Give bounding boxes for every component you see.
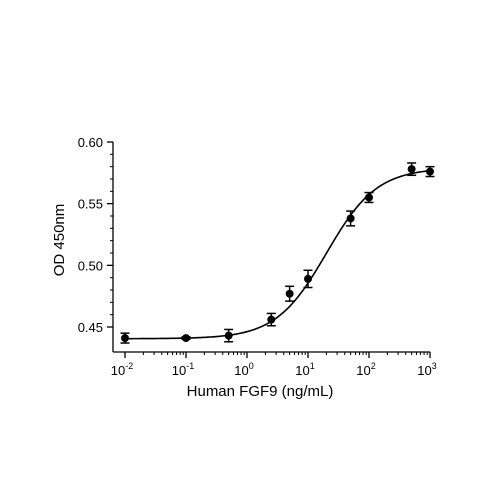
fit-curve [124,169,431,340]
data-point [285,289,294,298]
data-points [120,162,435,344]
data-point-group [285,285,295,302]
data-point-group [346,210,356,227]
x-tick-label: 10-2 [111,361,133,378]
data-point [346,214,355,223]
data-point [407,165,416,174]
data-point [426,167,434,176]
data-point [182,334,190,343]
data-point-group [120,332,130,344]
y-tick-label: 0.60 [78,135,103,150]
data-point-group [425,165,435,178]
data-point-group [303,269,313,289]
data-point-group [364,191,374,204]
y-tick-label: 0.45 [78,320,103,335]
x-tick-label: 101 [295,361,314,378]
x-axis: 10-2 10-1 100 101 102 103 [111,351,437,378]
x-tick-label: 102 [356,361,375,378]
y-axis-label: OD 450nm [51,204,68,277]
data-point-group [407,162,417,177]
data-point [304,274,312,283]
data-point [224,331,233,340]
x-tick-label: 103 [417,361,436,378]
data-point-group [181,334,191,343]
plot-area: 10-2 10-1 100 101 102 103 0.45 0.50 0.55 0.60 [78,135,437,378]
data-point [121,334,129,343]
data-point-group [224,328,234,343]
x-axis-label: Human FGF9 (ng/mL) [187,383,334,400]
x-tick-label: 100 [234,361,253,378]
data-point-group [266,312,276,327]
data-point [365,193,373,202]
x-tick-label: 10-1 [172,361,194,378]
y-axis: 0.45 0.50 0.55 0.60 [78,135,114,352]
y-tick-label: 0.50 [78,258,103,273]
y-tick-label: 0.55 [78,197,103,212]
data-point [267,315,276,324]
